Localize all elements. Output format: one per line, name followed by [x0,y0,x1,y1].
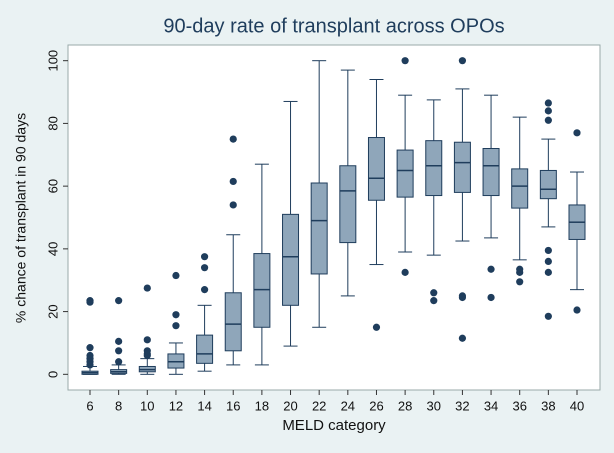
outlier [487,293,495,302]
x-tick-label: 34 [484,398,498,413]
outlier [143,351,151,360]
outlier [516,268,524,276]
y-tick-label: 60 [45,179,60,193]
outlier [229,135,237,143]
outlier [172,271,180,280]
y-axis-label: % chance of transplant in 90 days [13,113,29,323]
outlier [573,129,581,137]
box [511,168,529,209]
outlier [229,201,237,209]
outlier [86,298,94,306]
box [282,213,300,306]
outlier [200,253,209,261]
x-tick-label: 28 [398,398,412,413]
outlier [401,57,409,65]
x-tick-label: 30 [427,398,441,413]
x-tick-label: 10 [140,398,154,413]
x-tick-label: 8 [115,398,122,413]
x-tick-label: 32 [455,398,469,413]
x-tick-label: 26 [369,398,383,413]
x-tick-label: 40 [570,398,584,413]
x-tick-label: 22 [312,398,326,413]
outlier [172,311,180,319]
x-axis-label: MELD category [282,417,386,434]
outlier [516,278,524,286]
outlier [115,337,123,345]
outlier [544,246,552,255]
outlier [544,268,552,276]
outlier [229,177,237,186]
x-tick-label: 36 [512,398,526,413]
y-tick-label: 100 [45,50,60,72]
outlier [143,284,151,292]
box [339,165,357,244]
y-tick-label: 40 [45,242,60,256]
outlier [115,358,123,366]
outlier [573,306,581,314]
outlier [544,312,552,320]
y-tick-label: 80 [45,116,60,130]
box [539,169,557,200]
y-tick-label: 20 [45,304,60,318]
outlier [115,297,123,305]
outlier [487,265,495,273]
outlier [372,323,381,331]
x-tick-label: 20 [283,398,297,413]
box [253,253,271,328]
outlier [458,293,467,302]
box [367,137,385,201]
x-tick-label: 16 [226,398,240,413]
x-tick-label: 12 [169,398,183,413]
box [482,148,500,197]
outlier [200,264,209,272]
box [196,334,214,364]
box [224,292,242,352]
outlier [86,361,94,369]
chart-title: 90-day rate of transplant across OPOs [163,15,504,37]
outlier [544,107,552,115]
box [310,182,328,275]
box [453,141,471,193]
outlier [86,344,94,352]
outlier [458,334,467,342]
outlier [430,297,438,305]
x-tick-label: 18 [255,398,269,413]
outlier [544,116,552,124]
outlier [115,347,123,355]
x-tick-label: 38 [541,398,555,413]
outlier [172,322,180,330]
x-tick-label: 14 [197,398,211,413]
outlier [401,268,409,276]
outlier [200,286,209,294]
outlier [430,289,438,297]
outlier [458,57,467,65]
outlier [143,336,151,344]
outlier [544,99,552,107]
outlier [544,257,552,266]
box [396,149,414,198]
y-tick-label: 0 [45,371,60,378]
plot-area [67,44,601,391]
box [425,140,443,197]
box [167,353,185,369]
x-tick-label: 6 [86,398,93,413]
x-tick-label: 24 [341,398,355,413]
